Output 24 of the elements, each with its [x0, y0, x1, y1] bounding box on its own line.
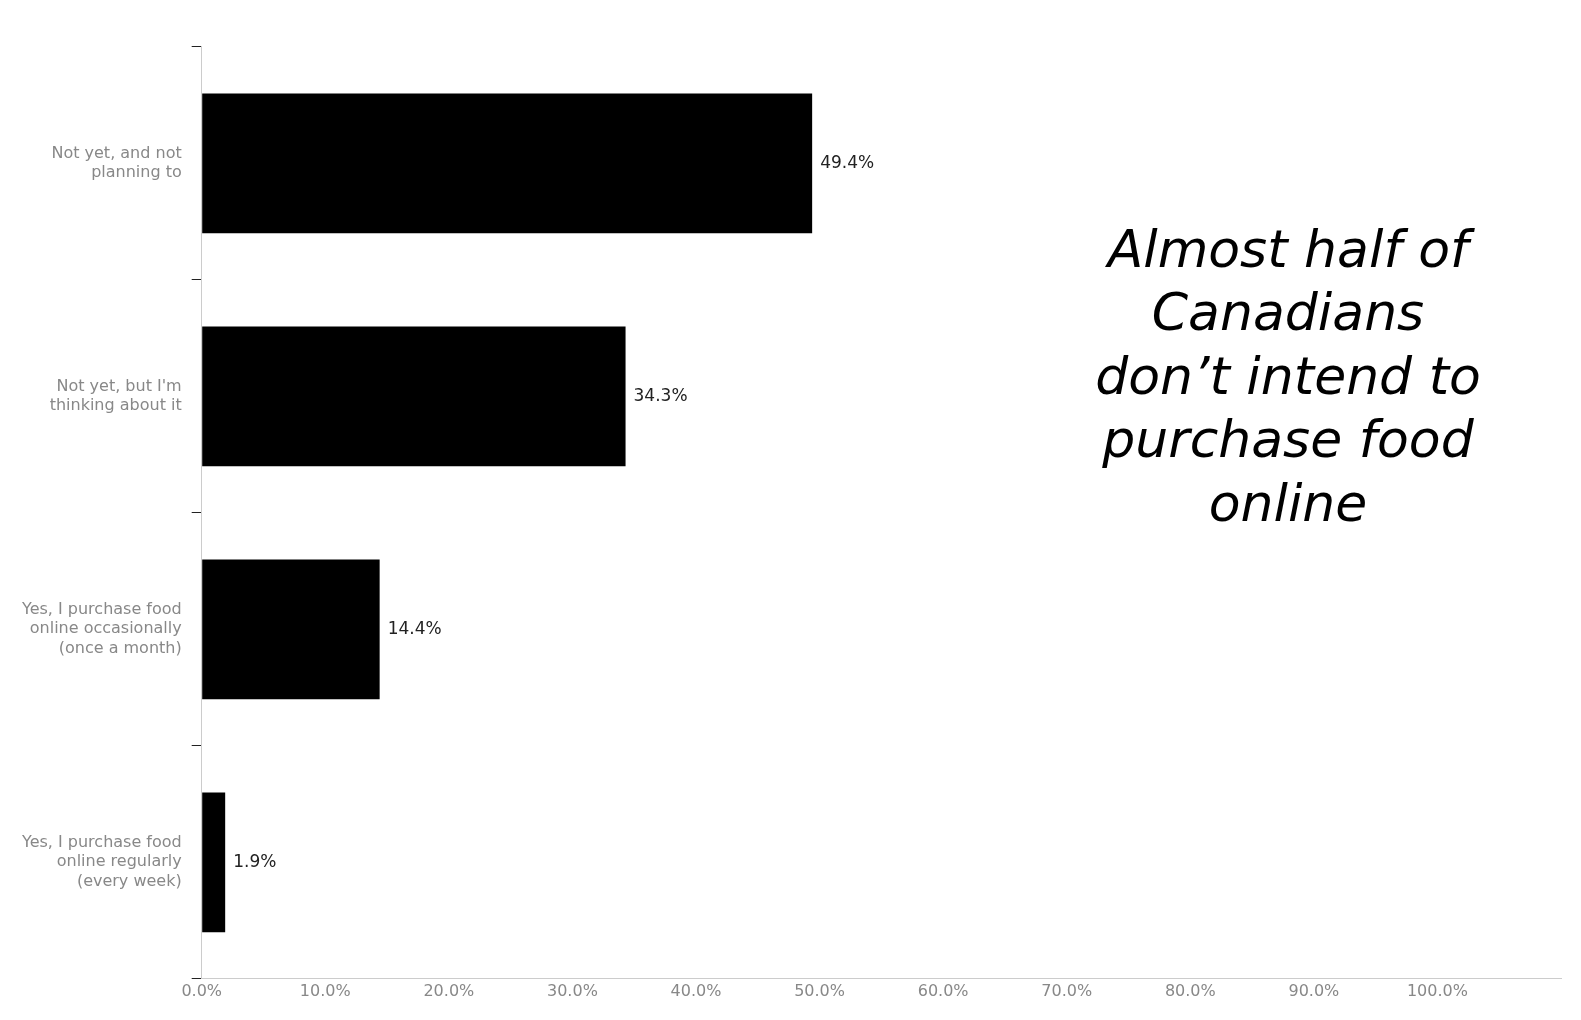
y-tick-label: Yes, I purchase food online occasionally (once a month)	[21, 599, 182, 657]
x-tick-label: 90.0%	[1288, 980, 1340, 1000]
x-tick-label: 60.0%	[917, 980, 969, 1000]
x-tick-label: 100.0%	[1406, 980, 1468, 1000]
data-label: 14.4%	[387, 617, 442, 638]
x-tick-label: 20.0%	[423, 980, 475, 1000]
bar	[202, 792, 226, 933]
x-tick-label: 10.0%	[299, 980, 351, 1000]
x-tick-label: 40.0%	[670, 980, 722, 1000]
x-tick-label: 0.0%	[181, 980, 223, 1000]
bar	[202, 326, 626, 467]
data-label: 49.4%	[820, 151, 875, 172]
x-tick-label: 30.0%	[547, 980, 598, 1000]
y-tick-label: Not yet, and not planning to	[51, 142, 182, 182]
annotation: Almost half of Canadians don’t intend to purchase food online	[1094, 218, 1482, 535]
bar	[202, 559, 380, 700]
x-tick-label: 50.0%	[794, 980, 845, 1000]
y-tick-label: Yes, I purchase food online regularly (every week)	[21, 832, 182, 890]
y-tick-label: Not yet, but I'm thinking about it	[49, 375, 182, 415]
data-label: 1.9%	[233, 850, 277, 871]
bar	[202, 93, 813, 234]
x-tick-label: 80.0%	[1164, 980, 1216, 1000]
data-label: 34.3%	[633, 384, 688, 405]
x-tick-label: 70.0%	[1041, 980, 1093, 1000]
